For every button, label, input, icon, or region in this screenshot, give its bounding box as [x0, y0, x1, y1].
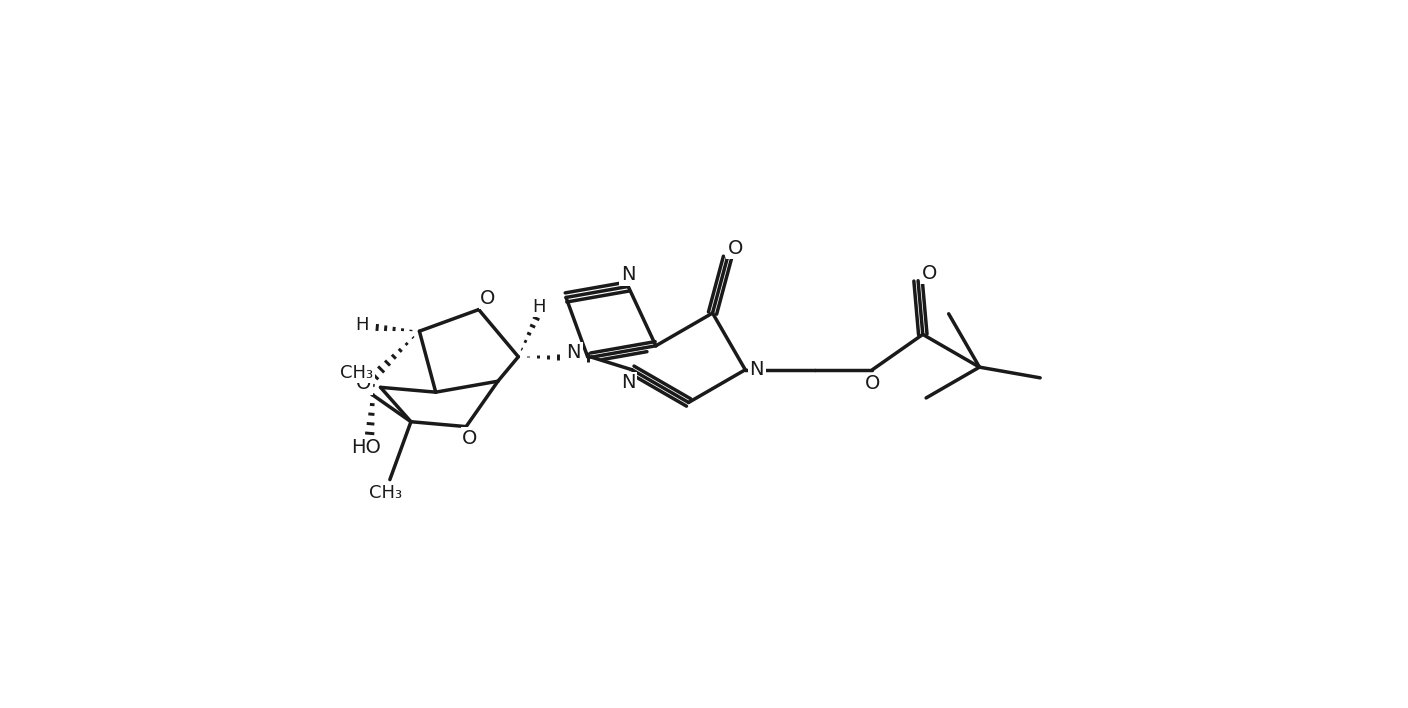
Text: N: N [621, 266, 635, 285]
Text: N: N [566, 343, 582, 362]
Text: O: O [922, 263, 938, 282]
Text: H: H [355, 316, 369, 334]
Text: O: O [480, 289, 496, 307]
Text: H: H [532, 298, 545, 316]
Text: O: O [728, 239, 743, 258]
Text: N: N [749, 360, 765, 379]
Text: N: N [621, 373, 635, 392]
Text: CH₃: CH₃ [369, 484, 403, 503]
Text: HO: HO [351, 438, 380, 457]
Text: CH₃: CH₃ [341, 363, 373, 382]
Text: O: O [865, 374, 880, 393]
Text: O: O [356, 374, 372, 393]
Text: O: O [462, 428, 477, 447]
